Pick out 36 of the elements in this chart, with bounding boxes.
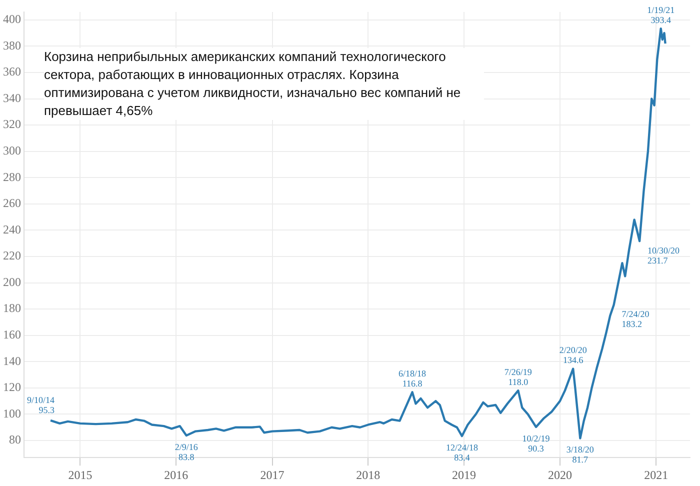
x-tick-label: 2020 <box>548 468 572 482</box>
y-tick-label: 140 <box>3 354 21 368</box>
y-tick-label: 100 <box>3 406 21 420</box>
x-tick-label: 2021 <box>644 468 668 482</box>
y-tick-label: 380 <box>3 38 21 52</box>
annotation: 12/24/18 83.4 <box>446 442 478 462</box>
y-tick-label: 280 <box>3 170 21 184</box>
y-tick-label: 200 <box>3 274 21 289</box>
x-tick-label: 2018 <box>356 468 380 482</box>
x-tick-label: 2017 <box>260 468 284 482</box>
y-tick-label: 180 <box>3 301 21 316</box>
x-tick-label: 2019 <box>452 468 476 482</box>
y-tick-label: 240 <box>3 222 21 236</box>
y-tick-label: 360 <box>3 64 21 79</box>
y-tick-label: 120 <box>3 380 21 394</box>
y-tick-label: 320 <box>3 117 21 132</box>
y-tick-label: 300 <box>3 143 21 158</box>
annotation: 10/30/20 231.7 <box>648 245 680 266</box>
annotation: 2/20/20 134.6 <box>559 345 588 366</box>
annotation: 9/10/14 95.3 <box>27 394 56 415</box>
annotation: 7/24/20 183.2 <box>622 309 650 330</box>
annotation: 6/18/18 116.8 <box>398 368 427 388</box>
text: Корзина неприбыльных американских компаний технологического сектора, работающих в инновационных отраслях. Корзина оптимизирована с учетом ликвидности, изначально вес компаний не превышает 4,65% <box>44 48 484 120</box>
x-tick-label: 2016 <box>164 468 188 482</box>
annotation: 2/9/16 83.8 <box>174 442 198 462</box>
y-tick-label: 400 <box>3 12 21 26</box>
annotation: 3/18/20 81.7 <box>566 444 594 465</box>
x-tick-label: 2015 <box>68 468 92 482</box>
y-tick-label: 220 <box>3 248 21 263</box>
annotation: 1/19/21 393.4 <box>647 4 675 25</box>
annotation: 10/2/19 90.3 <box>522 433 550 454</box>
y-tick-label: 340 <box>3 90 21 105</box>
y-tick-label: 80 <box>9 432 21 447</box>
y-tick-label: 160 <box>3 328 21 342</box>
y-tick-label: 260 <box>3 196 21 210</box>
annotation: 7/26/19 118.0 <box>504 366 532 387</box>
